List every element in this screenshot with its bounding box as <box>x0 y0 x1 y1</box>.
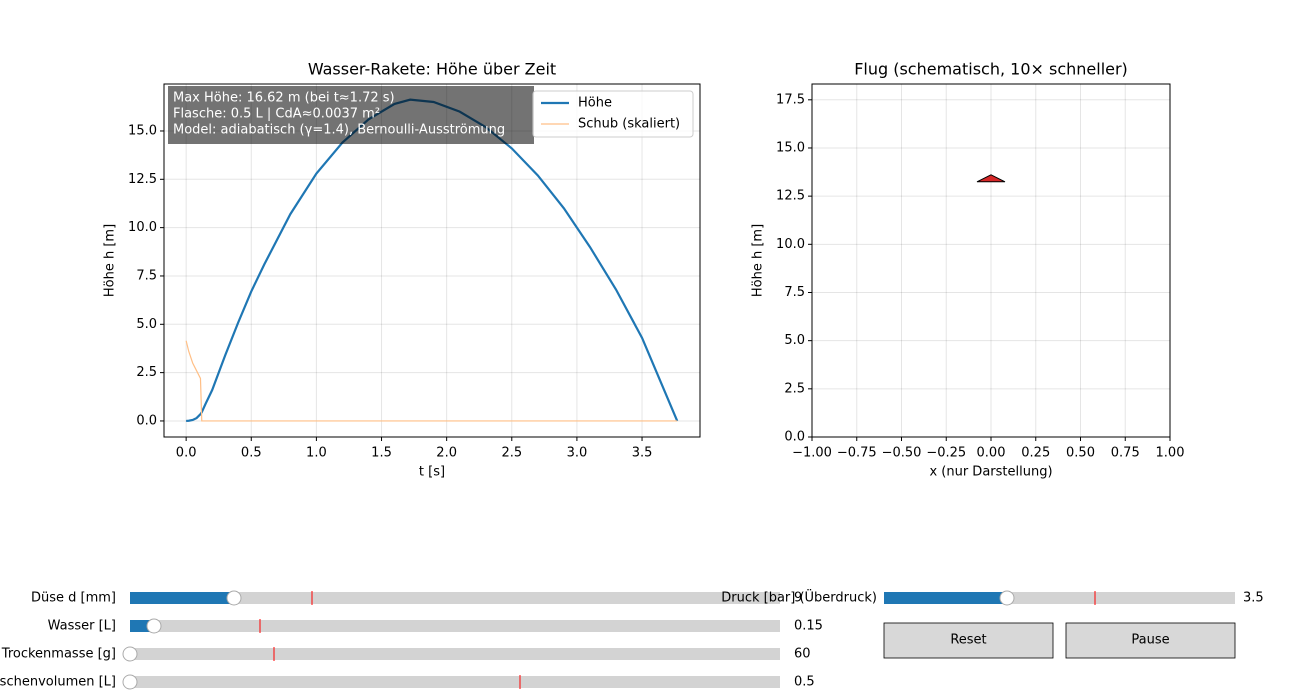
slider-knob[interactable] <box>999 590 1015 606</box>
slider[interactable]: Flaschenvolumen [L] 0.5 <box>0 674 815 690</box>
x-tick-label: 1.00 <box>1156 446 1185 461</box>
slider-value: 3.5 <box>1243 591 1264 606</box>
button[interactable]: Reset <box>883 622 1054 659</box>
slider[interactable]: Düse d [mm] 9 <box>31 590 802 606</box>
slider-knob[interactable] <box>226 590 242 606</box>
button[interactable]: Pause <box>1065 622 1236 659</box>
axes-frame <box>163 83 701 438</box>
line-series <box>185 340 678 422</box>
slider-knob[interactable] <box>122 674 138 690</box>
y-axis-label: Höhe h [m] <box>751 224 766 297</box>
x-tick-label: 0.25 <box>1021 446 1050 461</box>
y-tick-label: 15.0 <box>776 140 805 155</box>
slider-knob[interactable] <box>122 646 138 662</box>
slider-knob[interactable] <box>146 618 162 634</box>
slider-value: 60 <box>794 647 811 662</box>
x-tick-label: 2.0 <box>436 446 457 461</box>
slider[interactable]: Trockenmasse [g] 60 <box>1 646 811 662</box>
slider[interactable]: Wasser [L] 0.15 <box>48 618 823 634</box>
x-tick-label: 0.50 <box>1066 446 1095 461</box>
slider-fill <box>884 592 1007 604</box>
y-tick-label: 15.0 <box>128 123 157 138</box>
y-tick-label: 2.5 <box>136 365 157 380</box>
y-axis-label: Höhe h [m] <box>103 224 118 297</box>
legend-label: Höhe <box>578 96 612 111</box>
slider-value: 9 <box>794 591 802 606</box>
y-tick-label: 5.0 <box>136 317 157 332</box>
slider-label: Düse d [mm] <box>31 591 116 606</box>
slider-label: Trockenmasse [g] <box>1 647 116 662</box>
x-tick-label: 3.5 <box>632 446 653 461</box>
x-tick-label: −1.00 <box>792 446 832 461</box>
axes-frame <box>811 83 1171 438</box>
slider-fill <box>130 592 234 604</box>
x-tick-label: 0.0 <box>176 446 197 461</box>
x-tick-label: 0.75 <box>1111 446 1140 461</box>
slider-value: 0.15 <box>794 619 823 634</box>
x-tick-label: −0.50 <box>882 446 922 461</box>
y-tick-label: 0.0 <box>136 413 157 428</box>
x-tick-label: −0.75 <box>837 446 877 461</box>
annotation-text: Model: adiabatisch (γ=1.4), Bernoulli-Au… <box>173 123 505 138</box>
x-tick-label: 3.0 <box>567 446 588 461</box>
x-tick-label: 1.5 <box>371 446 392 461</box>
button-box[interactable] <box>1065 622 1236 659</box>
y-tick-label: 12.5 <box>128 172 157 187</box>
chart-title: Flug (schematisch, 10× schneller) <box>854 60 1128 79</box>
rocket-marker <box>976 174 1006 183</box>
slider-track[interactable] <box>130 648 780 660</box>
y-tick-label: 12.5 <box>776 189 805 204</box>
slider-track[interactable] <box>130 592 780 604</box>
x-tick-label: 2.5 <box>501 446 522 461</box>
slider[interactable]: Druck [bar] (Überdruck) 3.5 <box>721 589 1264 606</box>
slider-label: Wasser [L] <box>48 619 116 634</box>
y-tick-label: 10.0 <box>128 220 157 235</box>
y-tick-label: 2.5 <box>784 381 805 396</box>
legend-box <box>532 90 694 138</box>
legend-label: Schub (skaliert) <box>578 117 680 132</box>
x-tick-label: 1.0 <box>306 446 327 461</box>
slider-track[interactable] <box>130 620 780 632</box>
button-box[interactable] <box>883 622 1054 659</box>
slider-label: Flaschenvolumen [L] <box>0 675 116 690</box>
y-tick-label: 17.5 <box>776 92 805 107</box>
y-tick-label: 0.0 <box>784 430 805 445</box>
plot-area <box>812 84 1170 437</box>
button-label: Pause <box>1131 633 1169 648</box>
x-tick-label: 0.00 <box>977 446 1006 461</box>
annotation-text: Flasche: 0.5 L | CdA≈0.0037 m² <box>173 107 380 122</box>
chart-title: Wasser-Rakete: Höhe über Zeit <box>308 60 556 79</box>
y-tick-label: 7.5 <box>136 268 157 283</box>
x-axis-label: x (nur Darstellung) <box>929 465 1052 480</box>
button-label: Reset <box>950 633 986 648</box>
y-tick-label: 5.0 <box>784 333 805 348</box>
x-tick-label: 0.5 <box>241 446 262 461</box>
annotation-text: Max Höhe: 16.62 m (bei t≈1.72 s) <box>173 91 395 106</box>
y-tick-label: 10.0 <box>776 237 805 252</box>
slider-track[interactable] <box>130 676 780 688</box>
slider-value: 0.5 <box>794 675 815 690</box>
y-tick-label: 7.5 <box>784 285 805 300</box>
slider-label: Druck [bar] (Überdruck) <box>721 589 877 606</box>
x-axis-label: t [s] <box>419 465 445 480</box>
x-tick-label: −0.25 <box>926 446 966 461</box>
annotation-box <box>168 86 534 144</box>
